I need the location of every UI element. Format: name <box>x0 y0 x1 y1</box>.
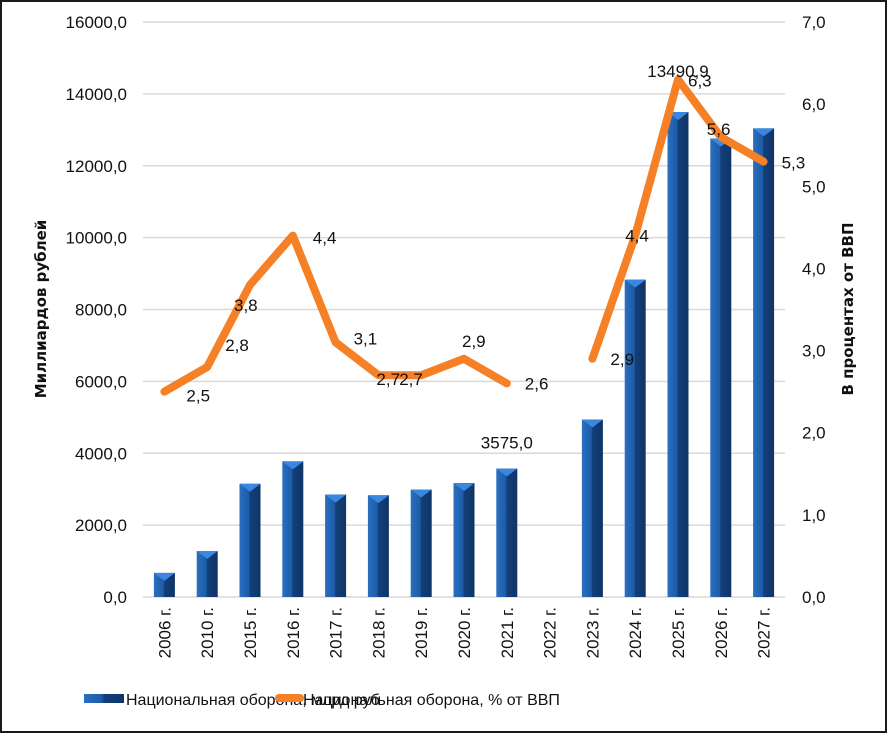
left-axis-tick-label: 12000,0 <box>66 157 127 176</box>
left-axis-title: Миллиардов рублей <box>32 220 50 399</box>
line-data-label: 5,3 <box>782 154 806 173</box>
bar-bevel <box>325 494 347 503</box>
x-axis-tick-label: 2006 г. <box>155 607 174 658</box>
right-axis-ticks: 0,0 1,0 2,0 3,0 4,0 5,0 6,0 7,0 <box>802 13 826 607</box>
bar <box>196 551 218 597</box>
x-axis-tick-label: 2020 г. <box>455 607 474 658</box>
legend-label-bars: Национальная оборона, млрд руб <box>126 692 380 709</box>
bar-bevel <box>282 461 304 470</box>
legend-swatch-bars <box>84 694 124 703</box>
legend-label-line: Национальная оборона, % от ВВП <box>303 692 560 709</box>
line-segment <box>160 231 511 396</box>
bar-data-label: 3575,0 <box>481 434 533 453</box>
line-data-label: 4,4 <box>313 229 337 248</box>
left-axis-tick-label: 4000,0 <box>75 444 127 463</box>
bar-bevel <box>410 489 432 498</box>
line-data-label: 5,6 <box>707 120 731 139</box>
x-axis-tick-label: 2018 г. <box>369 607 388 658</box>
right-axis-tick-label: 0,0 <box>802 588 826 607</box>
line-data-label: 2,9 <box>610 350 634 369</box>
bar <box>667 112 689 598</box>
right-axis-title: В процентах от ВВП <box>839 222 857 395</box>
line-series <box>160 75 768 396</box>
bar <box>710 138 732 597</box>
bar-bevel <box>196 551 218 559</box>
line-data-label: 4,4 <box>625 227 649 246</box>
line-data-label: 2,6 <box>525 374 549 393</box>
line-data-label: 3,1 <box>354 329 378 348</box>
left-axis-tick-label: 14000,0 <box>66 85 127 104</box>
x-axis-tick-label: 2026 г. <box>712 607 731 658</box>
x-axis-tick-label: 2017 г. <box>327 607 346 658</box>
x-axis-tick-label: 2023 г. <box>583 607 602 658</box>
x-axis-tick-label: 2025 г. <box>669 607 688 658</box>
bar-series <box>153 112 775 598</box>
bar <box>367 495 389 597</box>
bar-bevel <box>153 572 175 581</box>
right-axis-tick-label: 5,0 <box>802 177 826 196</box>
right-axis-tick-label: 1,0 <box>802 506 826 525</box>
line-segment <box>588 75 768 363</box>
left-axis-tick-label: 6000,0 <box>75 372 127 391</box>
x-axis-tick-label: 2022 г. <box>541 607 560 658</box>
bar <box>624 279 646 597</box>
legend: Национальная оборона, млрд руб Националь… <box>84 692 560 709</box>
right-axis-tick-label: 6,0 <box>802 95 826 114</box>
left-axis-tick-label: 0,0 <box>103 588 127 607</box>
left-axis-ticks: 0,0 2000,0 4000,0 6000,0 8000,0 10000,0 12000,… <box>66 13 127 607</box>
x-axis-tick-label: 2024 г. <box>626 607 645 658</box>
left-axis-tick-label: 2000,0 <box>75 516 127 535</box>
left-axis-tick-label: 8000,0 <box>75 301 127 320</box>
bar-bevel <box>753 128 775 137</box>
bar <box>453 483 475 597</box>
bar-bevel <box>667 112 689 121</box>
bar-bevel <box>239 483 261 492</box>
right-axis-tick-label: 7,0 <box>802 13 826 32</box>
right-axis-tick-label: 2,0 <box>802 424 826 443</box>
bar-bevel <box>496 468 518 477</box>
right-axis-tick-label: 4,0 <box>802 259 826 278</box>
bar-bevel <box>367 495 389 504</box>
bar <box>753 128 775 597</box>
x-axis-tick-label: 2016 г. <box>284 607 303 658</box>
bar <box>239 483 261 597</box>
x-axis-tick-label: 2019 г. <box>412 607 431 658</box>
bar <box>581 419 603 597</box>
line-data-label: 2,9 <box>462 332 486 351</box>
x-axis-tick-label: 2021 г. <box>498 607 517 658</box>
line-data-label: 2,5 <box>186 387 210 406</box>
left-axis-tick-label: 16000,0 <box>66 13 127 32</box>
x-axis-tick-label: 2015 г. <box>241 607 260 658</box>
bar <box>410 489 432 597</box>
x-axis-tick-label: 2010 г. <box>198 607 217 658</box>
line-data-label: 2,8 <box>225 336 249 355</box>
bar <box>153 572 175 597</box>
bar <box>496 468 518 597</box>
left-axis-tick-label: 10000,0 <box>66 229 127 248</box>
line-data-label: 2,7 <box>399 370 423 389</box>
x-axis-tick-label: 2027 г. <box>755 607 774 658</box>
bar-bevel <box>624 279 646 288</box>
bar-bevel <box>453 483 475 492</box>
data-labels: 2,5 2,8 3,8 4,4 3,1 2,7 2,7 2,9 2,6 2,9 4,4 6,3 5,6 5… <box>186 62 805 452</box>
line-data-label: 6,3 <box>688 72 712 91</box>
right-axis-tick-label: 3,0 <box>802 342 826 361</box>
line-data-label: 3,8 <box>234 296 258 315</box>
bar <box>325 494 347 597</box>
bar-data-label: 13490,9 <box>647 62 708 81</box>
line-data-label: 2,7 <box>376 370 400 389</box>
x-axis-ticks: 2006 г. 2010 г. 2015 г. 2016 г. 2017 г. 2018 … <box>155 607 773 658</box>
bar-bevel <box>581 419 603 428</box>
bar <box>282 461 304 597</box>
